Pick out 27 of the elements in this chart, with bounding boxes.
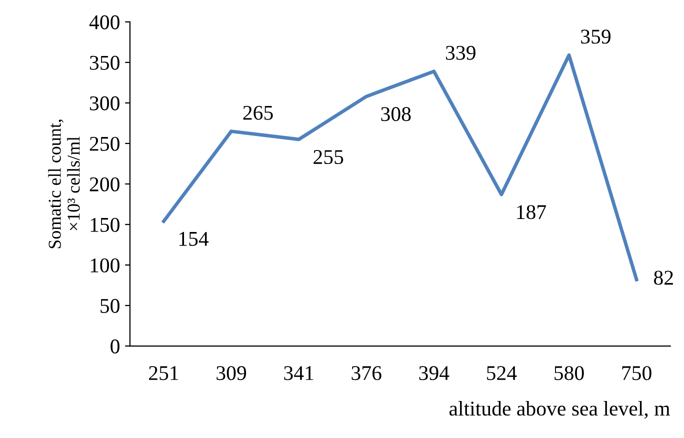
- x-tick-label: 394: [419, 366, 450, 380]
- y-tick-label: 0: [110, 339, 120, 354]
- x-tick-label: 580: [554, 366, 584, 380]
- x-tick-label: 524: [487, 366, 517, 380]
- data-label: 187: [517, 205, 546, 220]
- y-tick-label: 300: [90, 96, 120, 110]
- data-label: 359: [581, 30, 611, 44]
- x-tick-label: 750: [622, 366, 652, 380]
- y-axis-title: Somatic ell count, ×10³ cells/ml: [48, 120, 80, 248]
- y-tick-label: 250: [90, 136, 120, 151]
- data-label: 339: [446, 46, 476, 60]
- x-tick-label: 376: [352, 366, 382, 380]
- y-tick-label: 400: [89, 15, 120, 30]
- x-tick-label: 251: [149, 366, 178, 380]
- data-label: 82: [654, 270, 673, 285]
- y-tick-label: 350: [90, 56, 120, 70]
- x-axis-title: altitude above sea level, m: [449, 401, 670, 419]
- y-tick-label: 50: [100, 298, 120, 313]
- data-label: 308: [381, 107, 411, 122]
- x-tick-label: 341: [284, 366, 314, 380]
- x-tick-label: 309: [216, 366, 246, 380]
- data-label: 255: [314, 150, 344, 164]
- data-label: 265: [243, 106, 273, 120]
- data-label: 154: [179, 232, 209, 246]
- y-tick-label: 100: [90, 258, 120, 272]
- y-tick-label: 200: [90, 177, 120, 192]
- y-tick-label: 150: [90, 218, 120, 232]
